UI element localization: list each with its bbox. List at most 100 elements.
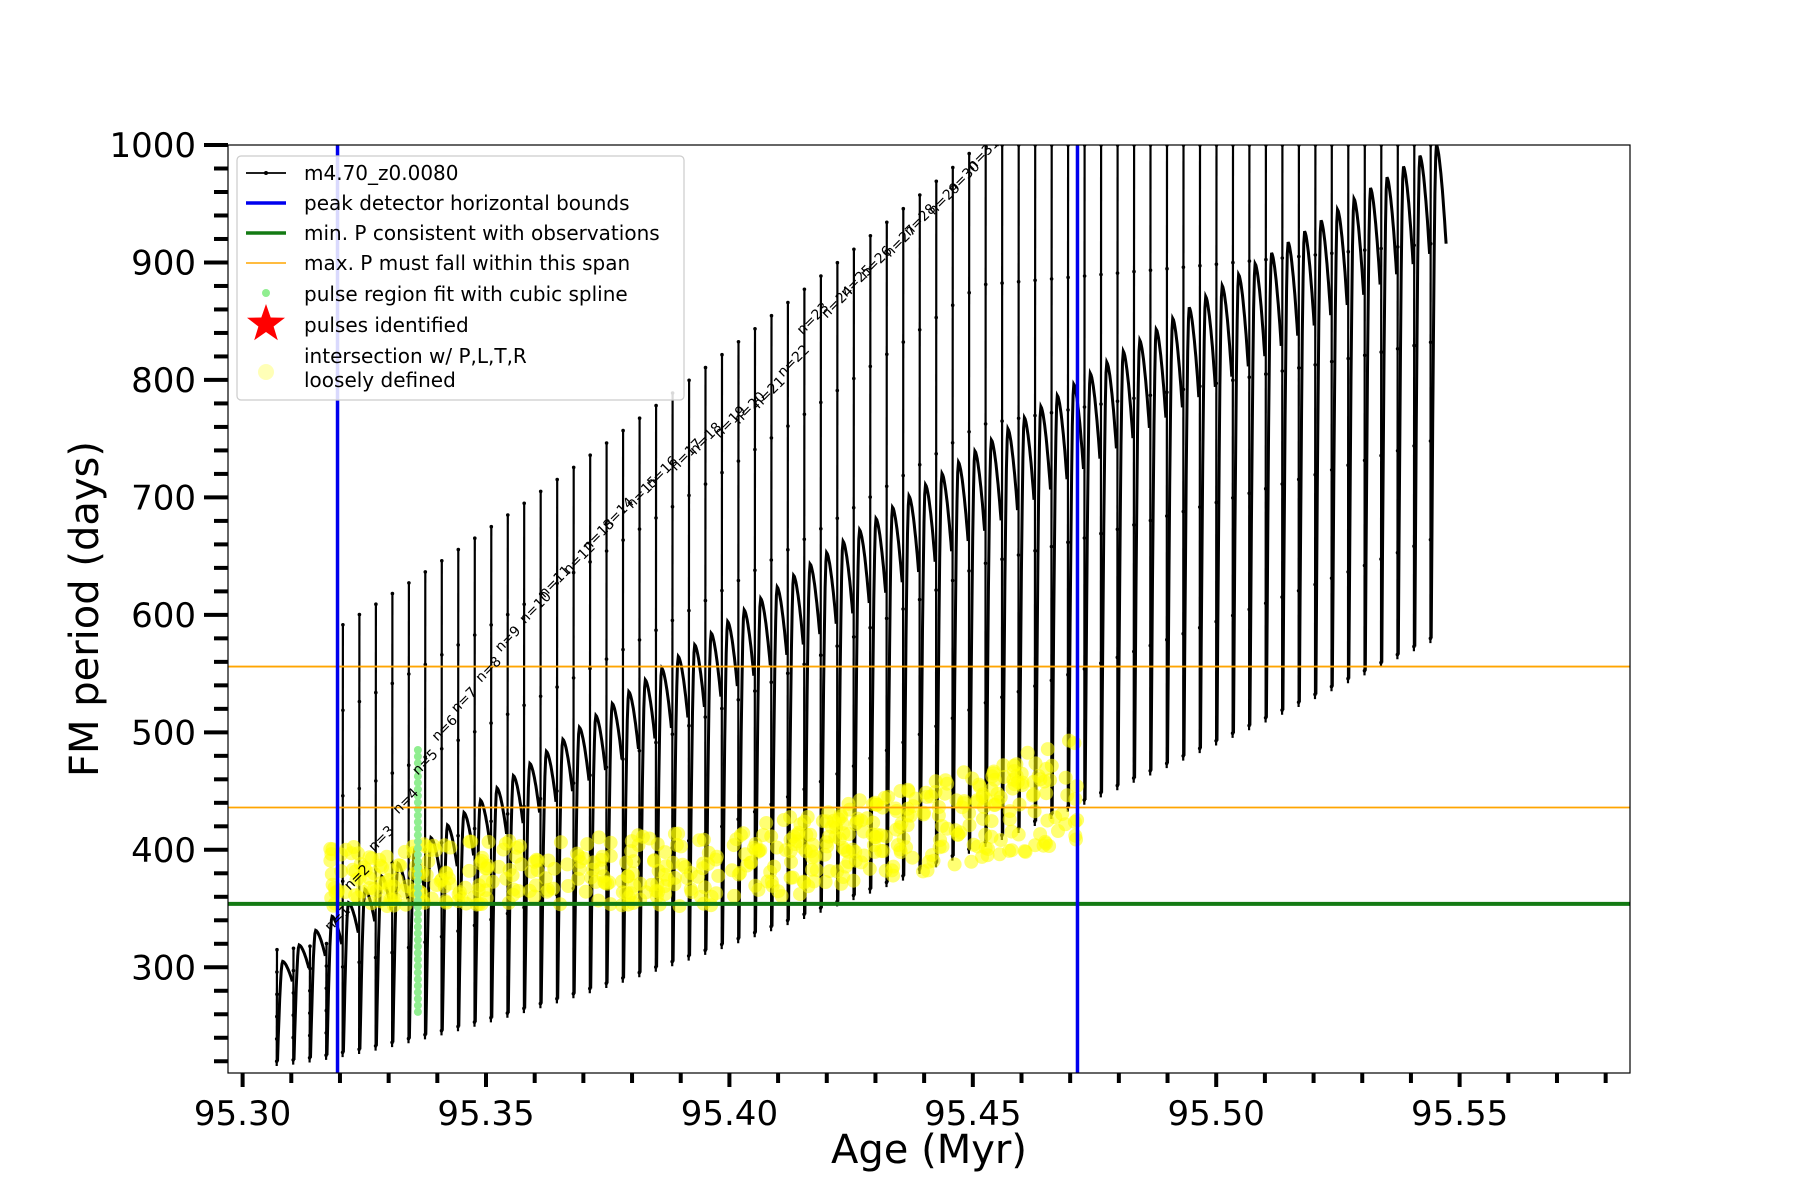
intersection-point (1002, 843, 1017, 858)
pulse-point (1362, 353, 1367, 358)
pulse-point (472, 730, 477, 734)
intersection-point (659, 859, 673, 874)
spline-point (413, 1007, 422, 1016)
pulse-point (604, 981, 609, 986)
pulse-point (884, 616, 889, 621)
pulse-hook-56 (1182, 306, 1201, 756)
pulse-hook-60 (1248, 258, 1267, 726)
pulse-point (983, 561, 988, 566)
pulse-point (1016, 689, 1021, 694)
pulse-point (505, 812, 510, 816)
intersection-point (619, 855, 634, 870)
pulse-point (967, 151, 971, 156)
pulse-hook-37 (869, 514, 888, 889)
pulse-point (291, 1013, 296, 1017)
pulse-point (1214, 500, 1219, 505)
pulse-point (555, 789, 559, 793)
pulse-point (406, 945, 411, 950)
pulse-point (571, 676, 576, 680)
pulse-hook-51 (1100, 356, 1118, 793)
pulse-point (786, 547, 790, 552)
pulse-point (522, 703, 526, 708)
intersection-point (592, 830, 606, 845)
pulse-hook-29 (737, 605, 756, 939)
intersection-point (965, 771, 980, 786)
pulse-point (1082, 667, 1087, 671)
intersection-point (324, 867, 339, 882)
intersection-point (658, 845, 673, 860)
pulse-hook-53 (1133, 334, 1151, 779)
pulse-point (1412, 544, 1416, 548)
pulse-hook-27 (704, 629, 723, 951)
intersection-point (938, 773, 953, 788)
intersection-point (733, 865, 748, 880)
pulse-hook-24 (655, 664, 673, 968)
pulse-point (1181, 265, 1186, 270)
spline-point (413, 955, 422, 964)
intersection-point (826, 813, 841, 828)
pulse-point (1165, 514, 1169, 518)
pulse-hook-70 (1413, 155, 1432, 647)
pulse-point (1412, 444, 1416, 448)
pulse-point (1132, 269, 1136, 274)
pulse-point (835, 644, 839, 648)
pulse-hook-57 (1199, 290, 1217, 749)
pulse-hook-32 (786, 571, 805, 921)
pulse-hook-48 (1050, 390, 1069, 815)
spline-point (413, 975, 422, 984)
spline-point (413, 942, 422, 951)
pulse-point (1379, 557, 1383, 561)
pulse-point (571, 991, 576, 996)
pulse-point (637, 970, 642, 975)
pulse-point (307, 1033, 312, 1038)
intersection-point (571, 871, 586, 886)
pulse-point (291, 991, 296, 995)
pulse-point (1181, 509, 1186, 514)
pulse-point (538, 694, 543, 699)
pulse-point (967, 430, 971, 434)
pulse-point (1313, 253, 1318, 257)
intersection-point (678, 860, 693, 875)
pulse-point (374, 602, 378, 606)
pulse-point (357, 699, 362, 704)
pulse-point (1346, 570, 1350, 574)
intersection-point (560, 857, 575, 872)
pulse-point (819, 400, 823, 405)
pulse-point (1313, 363, 1317, 367)
pulse-point (736, 936, 740, 941)
intersection-point (953, 825, 968, 840)
intersection-point (443, 840, 458, 855)
pulse-point (1099, 402, 1103, 406)
intersection-point (692, 833, 707, 848)
pulse-hook-63 (1297, 230, 1316, 703)
pulse-point (703, 598, 708, 603)
intersection-point (598, 876, 613, 890)
pulse-hook-62 (1281, 241, 1300, 711)
pulse-point (1016, 279, 1021, 284)
pulse-point (1280, 369, 1285, 373)
plot-frame (227, 144, 1631, 1074)
pulse-point (1362, 248, 1367, 252)
pulse-point (1148, 518, 1153, 523)
pulse-point (736, 459, 741, 463)
series-pulses (274, 145, 1448, 1067)
pulse-point (1428, 340, 1433, 345)
pulse-point (1263, 486, 1268, 491)
legend-item-spline: pulse region fit with cubic spline (262, 282, 628, 306)
intersection-point (697, 880, 712, 895)
pulse-point (472, 826, 477, 831)
intersection-point (845, 842, 860, 857)
pulse-point (1132, 523, 1136, 527)
intersection-point (727, 888, 742, 903)
intersection-point (903, 808, 918, 823)
pulse-hook-35 (836, 536, 855, 902)
pulse-point (753, 327, 757, 331)
pulse-point (571, 465, 576, 470)
intersection-point (672, 899, 687, 914)
intersection-point (1028, 756, 1043, 771)
legend-handle-marker (264, 171, 268, 175)
pulse-point (950, 303, 955, 308)
pulse-point (1412, 243, 1416, 248)
pulse-point (390, 681, 395, 686)
pulse-point (753, 689, 757, 693)
